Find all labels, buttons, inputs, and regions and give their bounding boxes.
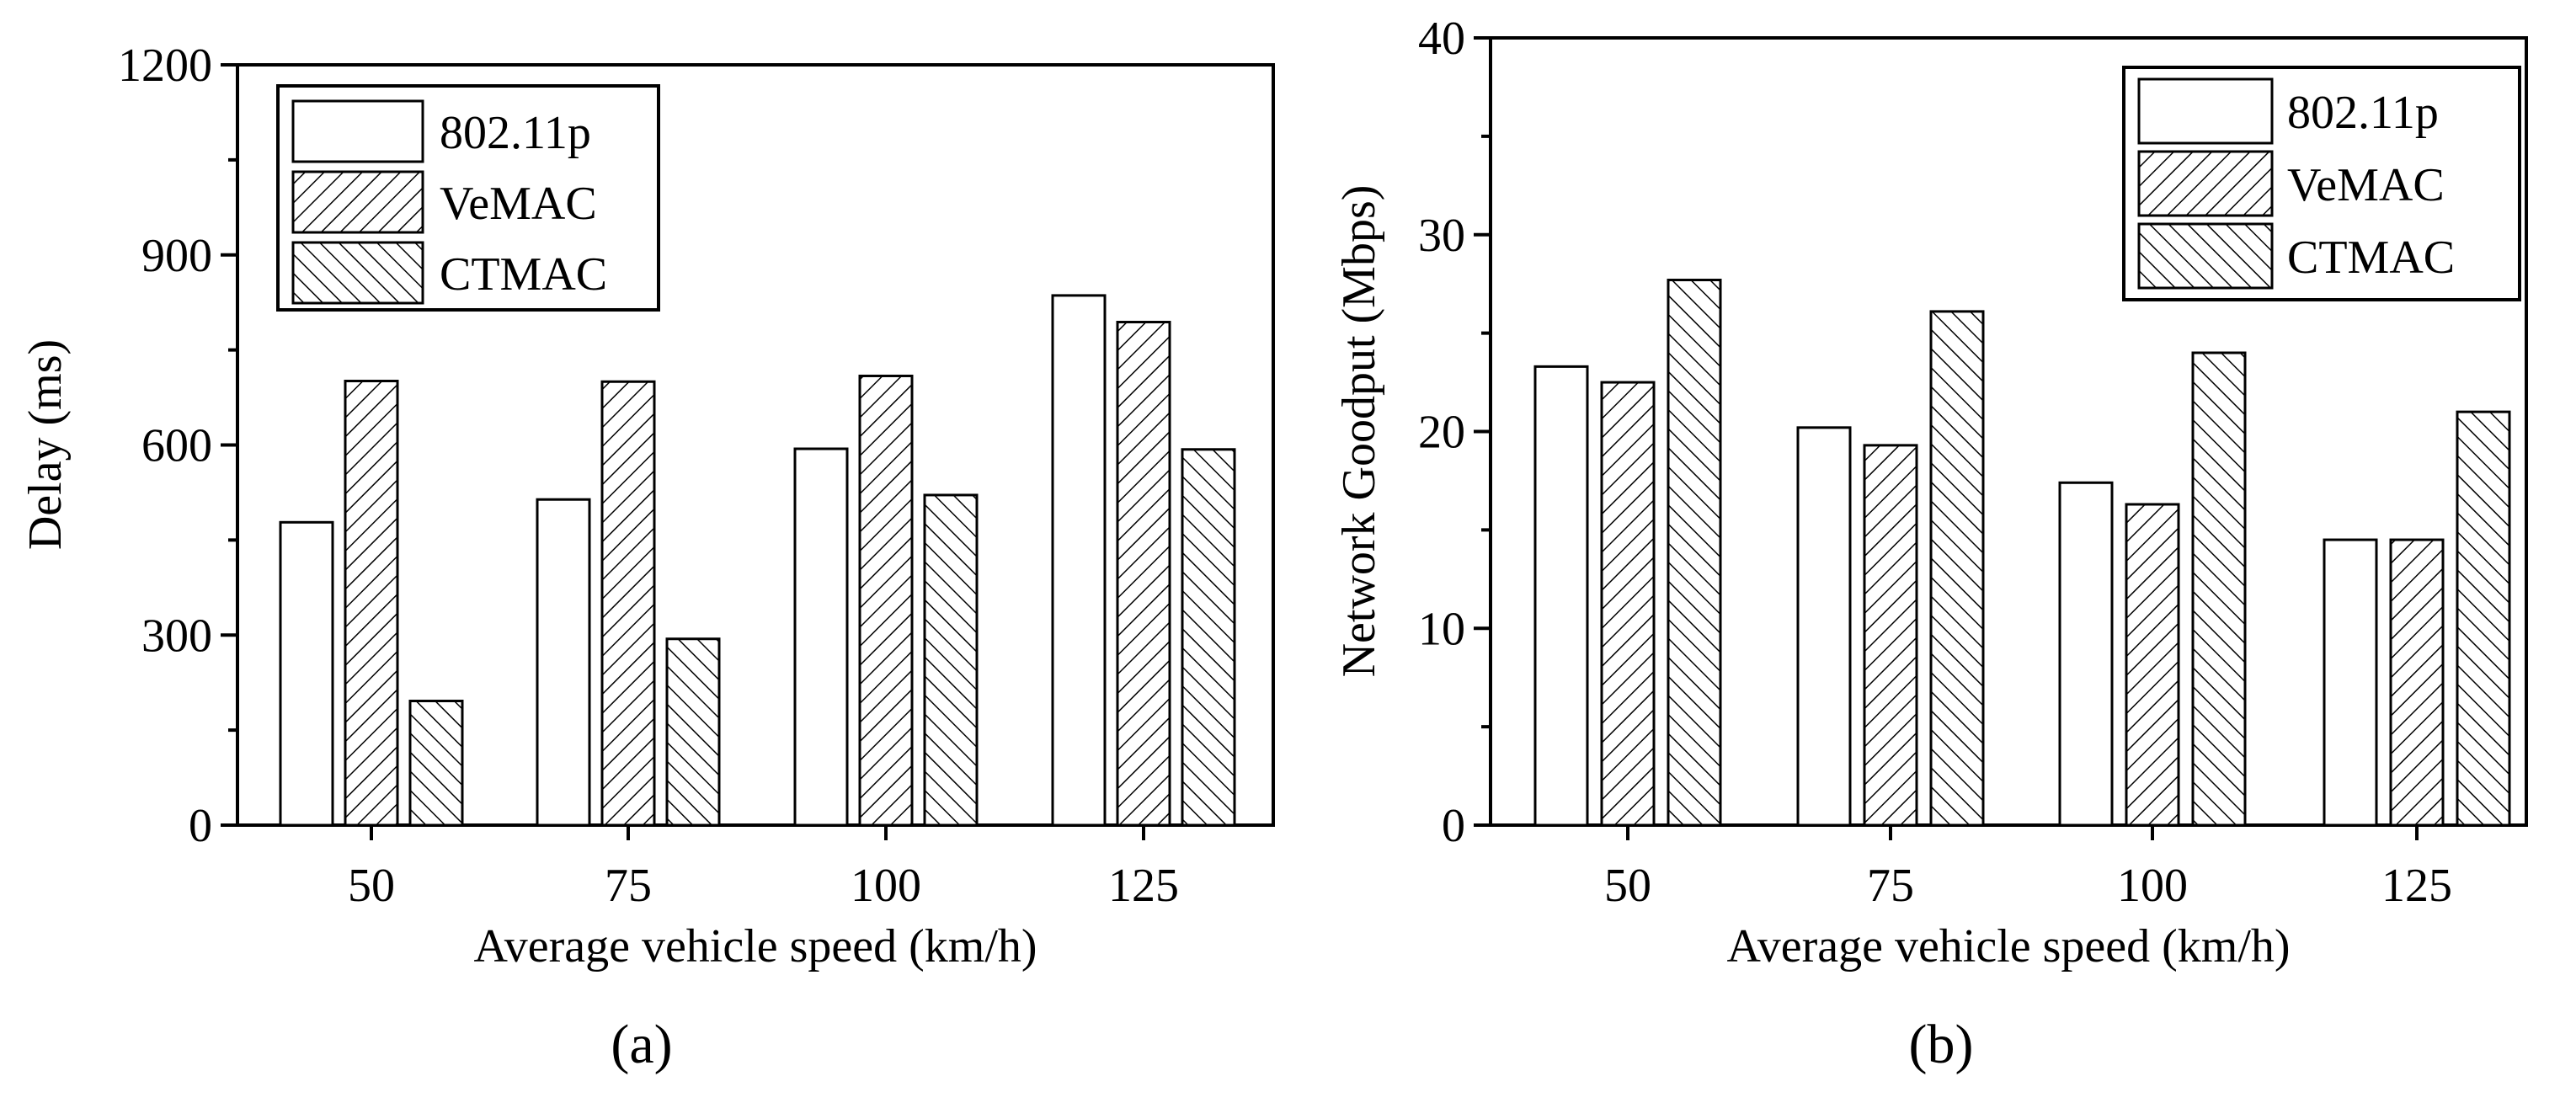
x-tick-label-b: 50 bbox=[1604, 860, 1651, 912]
x-axis-a: 50 75 100 125 bbox=[348, 825, 1179, 912]
legend-swatch-a bbox=[291, 241, 424, 305]
bar-802-11p-125 bbox=[2323, 538, 2378, 827]
bar-vemac-75 bbox=[600, 380, 656, 827]
bar-802-11p-75 bbox=[536, 498, 591, 827]
panel-label-b: (b) bbox=[1909, 1014, 1974, 1075]
legend-label-a: CTMAC bbox=[440, 248, 607, 301]
y-tick-label-b: 40 bbox=[1418, 13, 1465, 65]
legend-a: 802.11p VeMAC CTMAC bbox=[276, 84, 660, 312]
legend-swatch-a bbox=[291, 170, 424, 234]
legend-label-b: 802.11p bbox=[2287, 87, 2439, 139]
x-tick-label-a: 75 bbox=[605, 860, 652, 912]
bar-ctmac-100 bbox=[923, 493, 979, 827]
bars-b bbox=[1533, 279, 2511, 827]
legend-swatch-b bbox=[2137, 77, 2274, 145]
bars-a bbox=[279, 294, 1236, 827]
chart-panel-b: 0 10 20 30 40 50 75 100 125 Network Goodput (Mb… bbox=[1333, 13, 2528, 1075]
bar-vemac-125 bbox=[1116, 321, 1171, 827]
bar-ctmac-50 bbox=[408, 700, 464, 827]
x-tick-label-a: 50 bbox=[348, 860, 395, 912]
x-tick-label-a: 100 bbox=[851, 860, 921, 912]
bar-vemac-100 bbox=[2125, 503, 2180, 827]
bar-802-11p-100 bbox=[793, 447, 849, 827]
x-axis-label-a: Average vehicle speed (km/h) bbox=[473, 920, 1037, 972]
x-tick-label-b: 100 bbox=[2117, 860, 2188, 912]
x-tick-label-b: 75 bbox=[1867, 860, 1914, 912]
x-axis-b: 50 75 100 125 bbox=[1604, 825, 2452, 912]
legend-label-a: 802.11p bbox=[440, 107, 591, 159]
bar-vemac-50 bbox=[344, 379, 399, 827]
bar-ctmac-75 bbox=[1929, 310, 1985, 827]
y-tick-label-b: 30 bbox=[1418, 210, 1465, 262]
bar-ctmac-100 bbox=[2191, 351, 2247, 827]
legend-swatch-b bbox=[2137, 222, 2274, 290]
y-tick-label-a: 0 bbox=[189, 800, 212, 852]
bar-802-11p-50 bbox=[1533, 365, 1589, 827]
legend-swatch-a bbox=[291, 99, 424, 163]
bar-vemac-125 bbox=[2389, 538, 2445, 827]
x-axis-label-b: Average vehicle speed (km/h) bbox=[1726, 920, 2290, 972]
panel-label-a: (a) bbox=[611, 1014, 672, 1075]
legend-label-b: VeMAC bbox=[2287, 159, 2445, 211]
bar-802-11p-75 bbox=[1796, 426, 1852, 827]
legend-b: 802.11p VeMAC CTMAC bbox=[2122, 66, 2521, 301]
bar-ctmac-125 bbox=[1181, 448, 1236, 827]
bar-ctmac-125 bbox=[2456, 410, 2511, 827]
y-tick-label-b: 20 bbox=[1418, 407, 1465, 459]
y-tick-label-a: 600 bbox=[141, 420, 212, 472]
y-tick-label-a: 300 bbox=[141, 610, 212, 662]
bar-ctmac-50 bbox=[1667, 279, 1722, 827]
y-tick-label-a: 1200 bbox=[118, 40, 212, 92]
legend-label-a: VeMAC bbox=[440, 178, 597, 230]
chart-panel-a: 0 300 600 900 1200 50 75 100 125 Delay (ms) Ave… bbox=[19, 40, 1275, 1075]
bar-802-11p-100 bbox=[2058, 481, 2114, 827]
bar-ctmac-75 bbox=[665, 637, 721, 827]
y-axis-a: 0 300 600 900 1200 bbox=[118, 40, 237, 852]
y-axis-label-b: Network Goodput (Mbps) bbox=[1333, 185, 1385, 678]
bar-vemac-50 bbox=[1600, 381, 1656, 827]
bar-vemac-100 bbox=[858, 374, 914, 827]
x-tick-label-a: 125 bbox=[1108, 860, 1179, 912]
x-tick-label-b: 125 bbox=[2381, 860, 2452, 912]
y-tick-label-b: 0 bbox=[1442, 800, 1465, 852]
y-axis-label-a: Delay (ms) bbox=[19, 339, 72, 550]
y-axis-b: 0 10 20 30 40 bbox=[1418, 13, 1491, 852]
legend-label-b: CTMAC bbox=[2287, 232, 2455, 284]
y-tick-label-b: 10 bbox=[1418, 603, 1465, 655]
y-tick-label-a: 900 bbox=[141, 230, 212, 282]
bar-802-11p-125 bbox=[1051, 294, 1107, 827]
bar-802-11p-50 bbox=[279, 520, 334, 827]
bar-vemac-75 bbox=[1863, 444, 1918, 827]
legend-swatch-b bbox=[2137, 150, 2274, 217]
